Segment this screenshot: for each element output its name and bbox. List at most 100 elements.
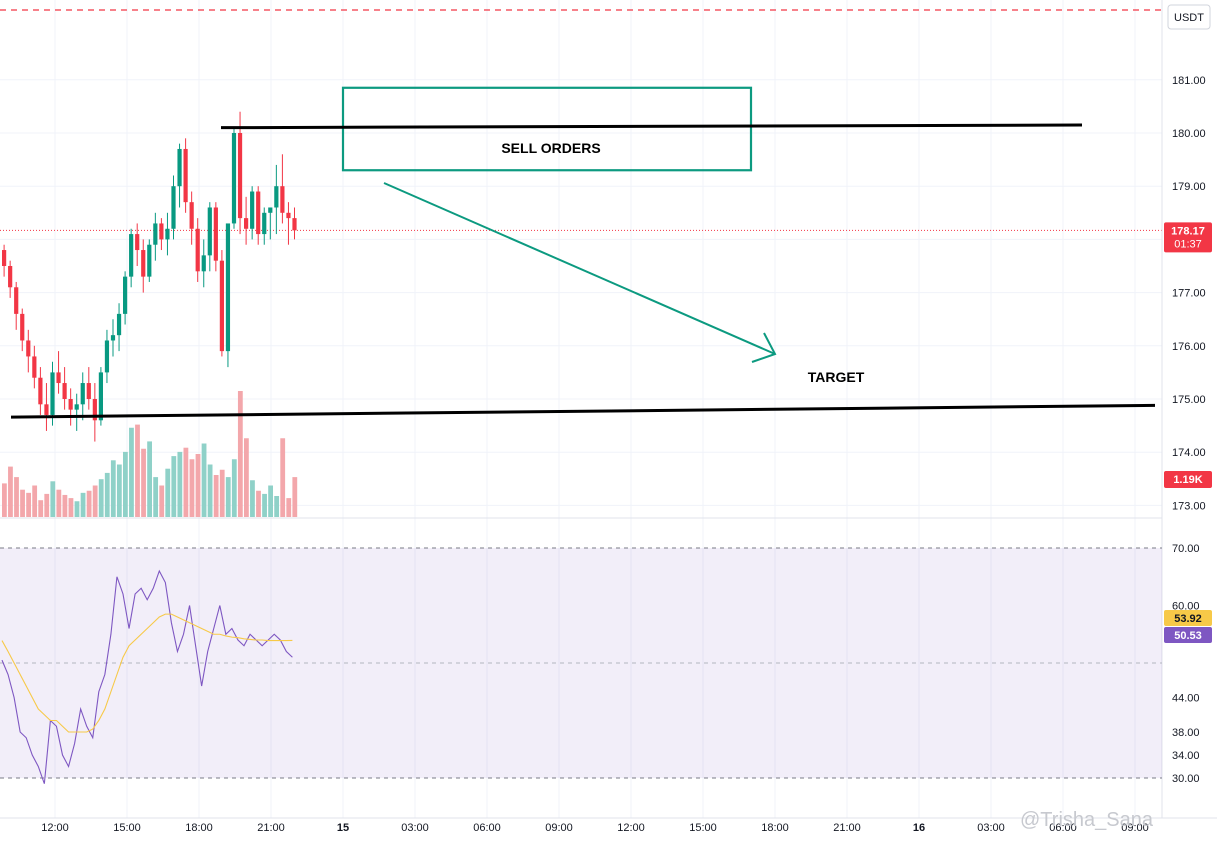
volume-bar xyxy=(189,459,195,517)
candles xyxy=(2,111,297,442)
candle-body xyxy=(274,186,279,208)
candle-body xyxy=(104,340,110,373)
currency-badge[interactable] xyxy=(1167,4,1211,30)
volume-bar xyxy=(225,477,231,517)
candle-body xyxy=(153,223,158,245)
volume-bar xyxy=(123,451,128,517)
candle-body xyxy=(183,148,188,203)
volume-badge-bg xyxy=(1164,471,1212,488)
volume-bar xyxy=(20,489,25,517)
volume-bar xyxy=(141,448,146,517)
price-tick-label: 181.00 xyxy=(1172,75,1206,87)
time-tick-label: 12:00 xyxy=(41,822,69,834)
oscillator-badge-text: 50.53 xyxy=(1174,630,1202,642)
volume-bar xyxy=(237,391,243,517)
volume-bar xyxy=(201,443,207,517)
time-tick-label: 03:00 xyxy=(401,822,429,834)
candle-body xyxy=(171,186,176,229)
signal-badge-bg xyxy=(1164,610,1212,626)
volume-bar xyxy=(165,468,171,517)
candle-body xyxy=(231,133,237,224)
oscillator-tick-label: 70.00 xyxy=(1172,543,1200,555)
candle-body xyxy=(110,335,116,341)
volume-bar xyxy=(250,480,255,517)
volume-bar xyxy=(292,477,298,517)
target-arrow-head xyxy=(751,332,777,363)
volume-bar xyxy=(195,454,201,517)
time-tick-label: 21:00 xyxy=(257,822,285,834)
target-label: TARGET xyxy=(808,369,865,385)
candle-body xyxy=(116,313,122,336)
candle-body xyxy=(123,276,128,314)
currency-label: USDT xyxy=(1174,12,1204,24)
volume-bar xyxy=(14,477,19,517)
volume-bar xyxy=(153,477,159,517)
candle-body xyxy=(207,207,212,256)
oscillator-tick-label: 44.00 xyxy=(1172,693,1200,705)
volume-bar xyxy=(2,483,7,517)
sell-orders-label: SELL ORDERS xyxy=(501,140,600,156)
candle-body xyxy=(280,186,285,213)
oscillator-lines xyxy=(1,569,293,784)
time-tick-label: 06:00 xyxy=(473,822,501,834)
candle-body xyxy=(268,207,273,213)
volume-bar xyxy=(110,460,116,517)
volume-bar xyxy=(116,464,122,517)
candle-body xyxy=(92,399,97,421)
candle-body xyxy=(14,287,19,314)
volume-bar xyxy=(286,498,292,517)
volume-bar xyxy=(171,456,177,517)
time-tick-label: 06:00 xyxy=(1049,822,1077,834)
candle-body xyxy=(50,372,55,415)
volume-bar xyxy=(129,427,134,517)
volume-bar xyxy=(280,438,286,517)
volume-bar xyxy=(32,485,38,517)
candle-body xyxy=(20,313,25,341)
candle-body xyxy=(189,202,194,229)
volume-bar xyxy=(274,496,280,517)
candle-body xyxy=(177,148,182,187)
volume-bar xyxy=(56,489,62,517)
target-arrow-shaft[interactable] xyxy=(383,182,776,355)
time-axis-ticks: 12:00 15:00 18:00 21:00 15 03:00 06:00 09:00 12:… xyxy=(41,822,1149,834)
price-tick-label: 176.00 xyxy=(1172,341,1206,353)
oscillator-tick-label: 34.00 xyxy=(1172,750,1200,762)
volume-bars xyxy=(2,391,298,517)
candle-body xyxy=(8,266,13,288)
candle-body xyxy=(38,377,43,405)
candle-body xyxy=(56,372,61,384)
candle-body xyxy=(98,372,103,421)
volume-bar xyxy=(92,485,98,517)
volume-bar xyxy=(244,438,249,517)
time-tick-label: 09:00 xyxy=(1121,822,1149,834)
volume-bar xyxy=(26,492,31,517)
candle-body xyxy=(32,356,37,378)
volume-bar xyxy=(104,472,110,517)
volume-bar xyxy=(219,469,225,517)
volume-bar xyxy=(44,493,50,517)
volume-bar xyxy=(38,500,44,517)
candle-body xyxy=(141,250,146,277)
sell-orders-box[interactable] xyxy=(341,86,753,172)
volume-bar xyxy=(74,501,80,517)
volume-bar xyxy=(8,466,13,517)
volume-badge-text: 1.19K xyxy=(1173,474,1202,486)
time-tick-label: 18:00 xyxy=(761,822,789,834)
support-line[interactable] xyxy=(10,403,1156,419)
oscillator-tick-label: 30.00 xyxy=(1172,773,1200,785)
resistance-line[interactable] xyxy=(220,123,1083,130)
candle-body xyxy=(225,223,231,352)
oscillator-tick-label: 38.00 xyxy=(1172,727,1200,739)
volume-bar xyxy=(50,481,56,517)
oscillator-badge-bg xyxy=(1164,627,1212,643)
volume-bar xyxy=(207,464,213,517)
candle-body xyxy=(44,404,49,415)
time-tick-label: 21:00 xyxy=(833,822,861,834)
price-tick-label: 180.00 xyxy=(1172,128,1206,140)
candle-body xyxy=(2,250,7,266)
candle-body xyxy=(244,218,249,229)
last-price-badge-text: 01:37 xyxy=(1174,238,1202,250)
